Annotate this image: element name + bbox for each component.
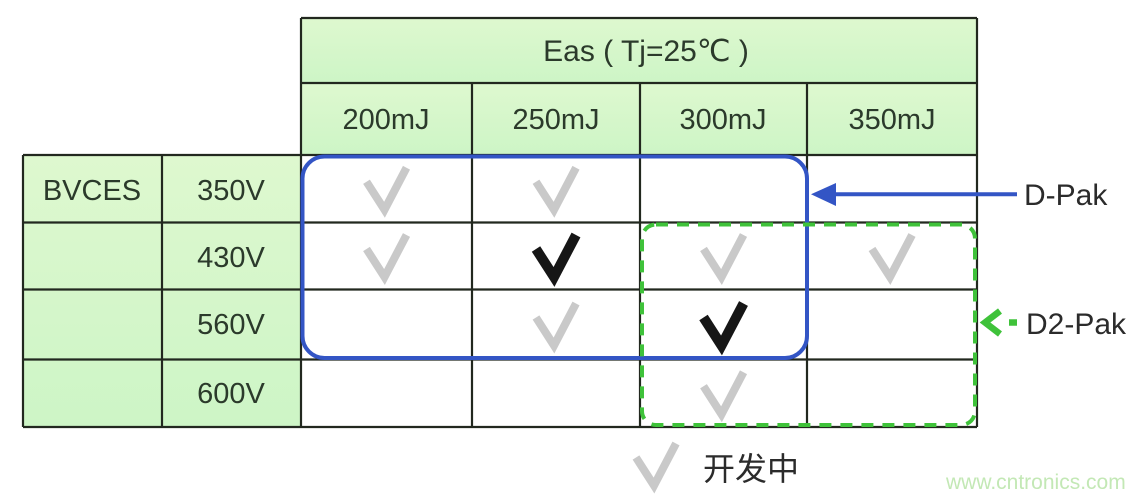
svg-text:350mJ: 350mJ	[848, 104, 935, 136]
svg-text:560V: 560V	[197, 309, 265, 341]
svg-text:300mJ: 300mJ	[679, 104, 766, 136]
svg-text:200mJ: 200mJ	[342, 104, 429, 136]
svg-text:BVCES: BVCES	[43, 175, 141, 207]
svg-text:开发中: 开发中	[703, 451, 799, 487]
svg-text:430V: 430V	[197, 242, 265, 274]
svg-text:600V: 600V	[197, 378, 265, 410]
svg-text:Eas ( Tj=25℃ ): Eas ( Tj=25℃ )	[543, 35, 749, 68]
svg-text:D2-Pak: D2-Pak	[1026, 308, 1127, 341]
svg-text:350V: 350V	[197, 175, 265, 207]
svg-text:www.cntronics.com: www.cntronics.com	[945, 471, 1126, 494]
svg-text:250mJ: 250mJ	[512, 104, 599, 136]
svg-text:D-Pak: D-Pak	[1024, 179, 1108, 212]
